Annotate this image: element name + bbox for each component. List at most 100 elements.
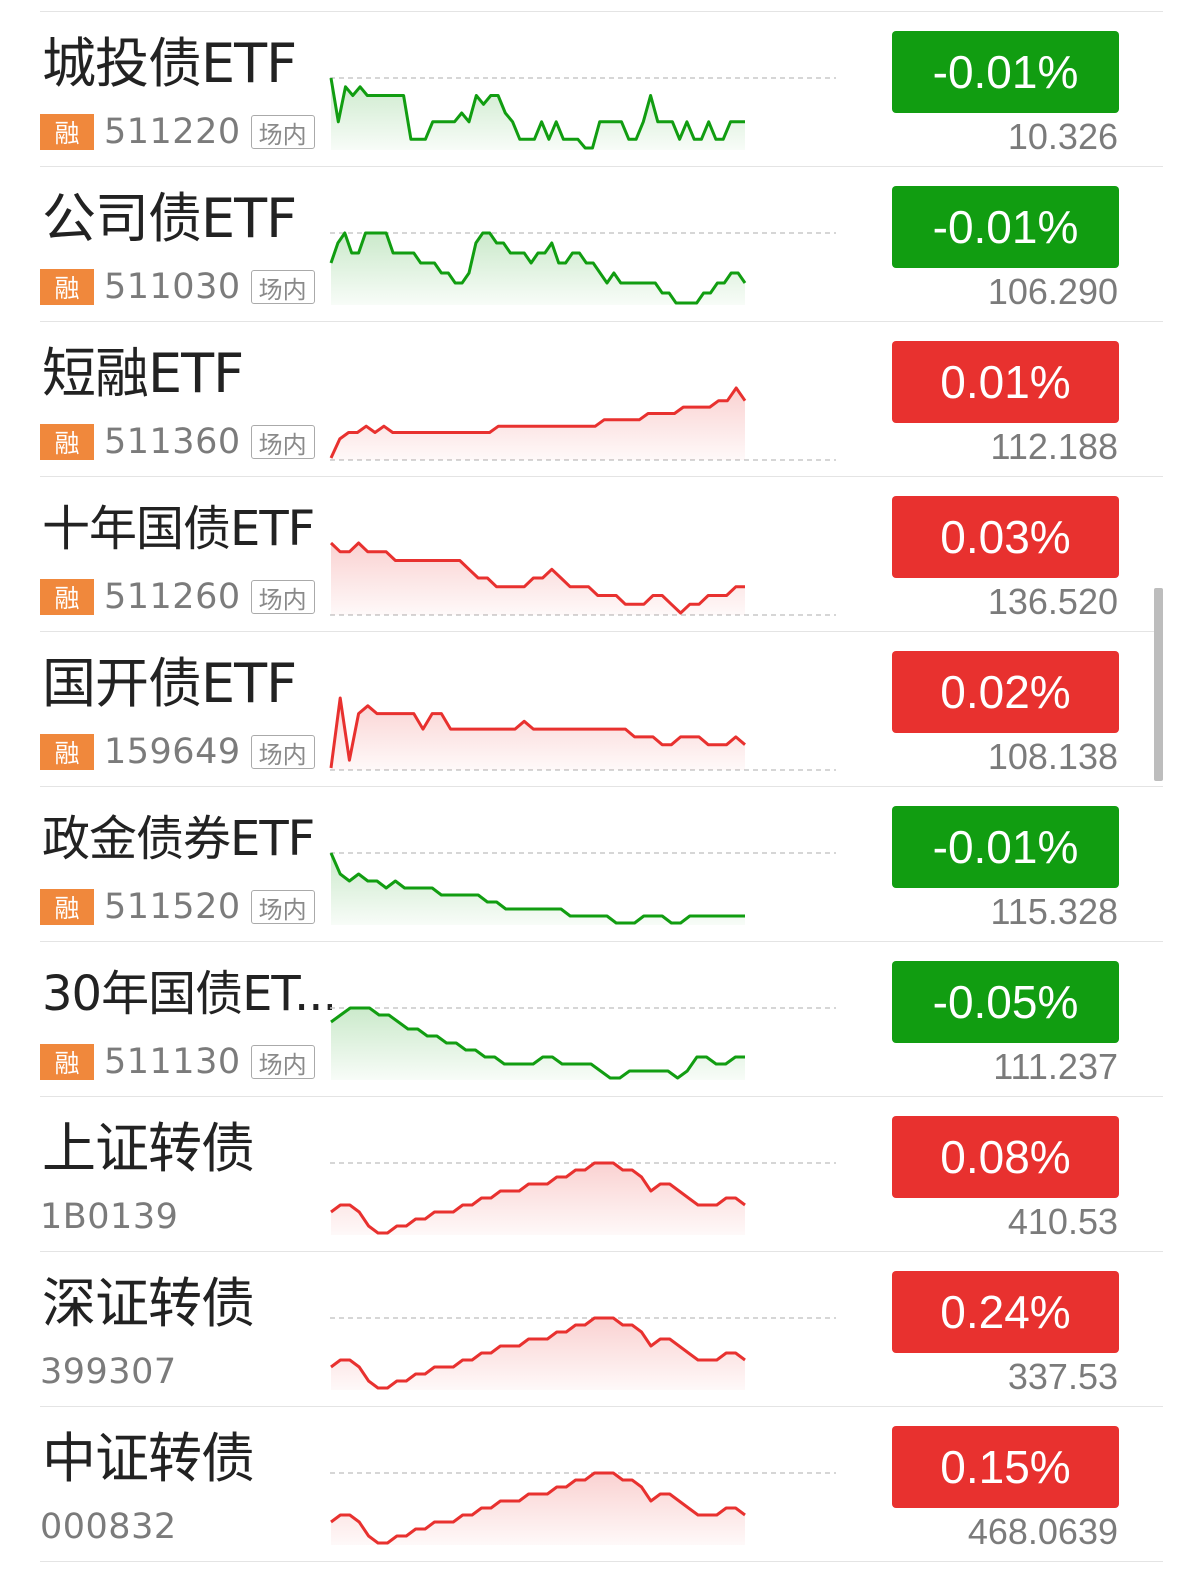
exchange-traded-tag: 场内 bbox=[250, 890, 315, 924]
sparkline-line bbox=[329, 77, 745, 150]
intraday-sparkline bbox=[329, 696, 836, 771]
security-code: 511360 bbox=[104, 422, 241, 462]
intraday-sparkline bbox=[329, 77, 836, 150]
margin-trading-badge: 融 bbox=[40, 579, 94, 615]
list-item[interactable]: 国开债ETF 融 159649 场内 0.02% 108.138 bbox=[0, 632, 1179, 787]
security-meta: 融 511520 场内 bbox=[40, 887, 315, 927]
change-percent-badge[interactable]: 0.08% bbox=[892, 1116, 1119, 1198]
sparkline-area bbox=[331, 853, 745, 925]
row-divider bbox=[40, 1096, 1163, 1097]
security-name: 中证转债 bbox=[42, 1427, 255, 1490]
intraday-sparkline bbox=[329, 231, 836, 305]
last-price: 111.237 bbox=[993, 1046, 1118, 1087]
row-divider bbox=[40, 166, 1163, 167]
list-item[interactable]: 政金债券ETF 融 511520 场内 -0.01% 115.328 bbox=[0, 787, 1179, 942]
last-price: 10.326 bbox=[1007, 116, 1118, 157]
last-price: 108.138 bbox=[987, 736, 1118, 777]
security-name: 十年国债ETF bbox=[42, 501, 315, 557]
row-divider bbox=[40, 631, 1163, 632]
row-divider bbox=[40, 1406, 1163, 1407]
intraday-sparkline bbox=[330, 1316, 836, 1390]
row-divider bbox=[40, 786, 1163, 787]
security-meta: 1B0139 bbox=[40, 1197, 178, 1237]
security-name: 30年国债ET... bbox=[42, 966, 332, 1022]
security-code: 159649 bbox=[104, 732, 241, 772]
change-percent-badge[interactable]: 0.15% bbox=[892, 1426, 1119, 1508]
margin-trading-badge: 融 bbox=[40, 269, 94, 305]
change-percent-badge[interactable]: 0.24% bbox=[892, 1271, 1119, 1353]
change-percent-badge[interactable]: -0.01% bbox=[892, 806, 1119, 888]
list-item[interactable]: 30年国债ET... 融 511130 场内 -0.05% 111.237 bbox=[0, 942, 1179, 1097]
sparkline-line bbox=[329, 231, 747, 305]
margin-trading-badge: 融 bbox=[40, 734, 94, 770]
change-percent-badge[interactable]: -0.05% bbox=[892, 961, 1119, 1043]
security-meta: 399307 bbox=[40, 1352, 177, 1392]
last-price: 136.520 bbox=[987, 581, 1118, 622]
change-percent-badge[interactable]: -0.01% bbox=[892, 31, 1119, 113]
exchange-traded-tag: 场内 bbox=[250, 425, 315, 459]
row-divider bbox=[40, 941, 1163, 942]
last-price: 337.53 bbox=[1007, 1356, 1118, 1397]
row-divider bbox=[40, 1251, 1163, 1252]
security-meta: 融 511030 场内 bbox=[40, 267, 315, 307]
list-item[interactable]: 短融ETF 融 511360 场内 0.01% 112.188 bbox=[0, 322, 1179, 477]
sparkline-area bbox=[331, 233, 745, 305]
security-meta: 融 511260 场内 bbox=[40, 577, 315, 617]
security-meta: 融 159649 场内 bbox=[40, 732, 315, 772]
security-code: 000832 bbox=[40, 1507, 177, 1547]
security-name: 上证转债 bbox=[42, 1117, 255, 1180]
intraday-sparkline bbox=[330, 1006, 836, 1080]
security-code: 399307 bbox=[40, 1352, 177, 1392]
sparkline-line bbox=[330, 1006, 745, 1080]
exchange-traded-tag: 场内 bbox=[250, 115, 315, 149]
sparkline-line bbox=[330, 1316, 746, 1390]
sparkline-area bbox=[331, 698, 745, 770]
security-code: 511130 bbox=[104, 1042, 241, 1082]
exchange-traded-tag: 场内 bbox=[250, 270, 315, 304]
list-item[interactable]: 中证转债 000832 0.15% 468.0639 bbox=[0, 1407, 1179, 1562]
change-percent-badge[interactable]: 0.03% bbox=[892, 496, 1119, 578]
sparkline-area bbox=[331, 78, 745, 150]
security-meta: 融 511220 场内 bbox=[40, 112, 315, 152]
top-divider bbox=[40, 11, 1163, 12]
change-percent-badge[interactable]: 0.01% bbox=[892, 341, 1119, 423]
row-divider bbox=[40, 321, 1163, 322]
sparkline-line bbox=[330, 1161, 746, 1235]
last-price: 106.290 bbox=[987, 271, 1118, 312]
sparkline-line bbox=[330, 1471, 746, 1545]
list-item[interactable]: 上证转债 1B0139 0.08% 410.53 bbox=[0, 1097, 1179, 1252]
security-code: 1B0139 bbox=[40, 1197, 179, 1237]
change-percent-badge[interactable]: 0.02% bbox=[892, 651, 1119, 733]
exchange-traded-tag: 场内 bbox=[250, 580, 315, 614]
row-divider bbox=[40, 476, 1163, 477]
security-name: 深证转债 bbox=[42, 1272, 255, 1335]
margin-trading-badge: 融 bbox=[40, 114, 94, 150]
security-name: 国开债ETF bbox=[42, 652, 297, 715]
sparkline-area bbox=[331, 1163, 745, 1235]
security-meta: 融 511130 场内 bbox=[40, 1042, 315, 1082]
list-item[interactable]: 公司债ETF 融 511030 场内 -0.01% 106.290 bbox=[0, 167, 1179, 322]
last-price: 112.188 bbox=[990, 426, 1118, 467]
security-code: 511520 bbox=[104, 887, 241, 927]
security-code: 511030 bbox=[104, 267, 241, 307]
security-code: 511220 bbox=[104, 112, 241, 152]
intraday-sparkline bbox=[329, 386, 836, 461]
row-divider bbox=[40, 1561, 1163, 1562]
list-item[interactable]: 深证转债 399307 0.24% 337.53 bbox=[0, 1252, 1179, 1407]
intraday-sparkline bbox=[330, 1471, 836, 1545]
security-code: 511260 bbox=[104, 577, 241, 617]
sparkline-line bbox=[329, 541, 745, 615]
last-price: 115.328 bbox=[990, 891, 1118, 932]
margin-trading-badge: 融 bbox=[40, 889, 94, 925]
list-item[interactable]: 十年国债ETF 融 511260 场内 0.03% 136.520 bbox=[0, 477, 1179, 632]
change-percent-badge[interactable]: -0.01% bbox=[892, 186, 1119, 268]
list-item[interactable]: 城投债ETF 融 511220 场内 -0.01% 10.326 bbox=[0, 12, 1179, 167]
intraday-sparkline bbox=[330, 1161, 836, 1235]
sparkline-area bbox=[331, 1008, 745, 1080]
scrollbar[interactable] bbox=[1154, 588, 1163, 781]
security-name: 短融ETF bbox=[42, 342, 244, 405]
intraday-sparkline bbox=[329, 541, 836, 616]
sparkline-area bbox=[331, 1318, 745, 1390]
sparkline-line bbox=[329, 696, 746, 769]
sparkline-area bbox=[331, 388, 745, 460]
